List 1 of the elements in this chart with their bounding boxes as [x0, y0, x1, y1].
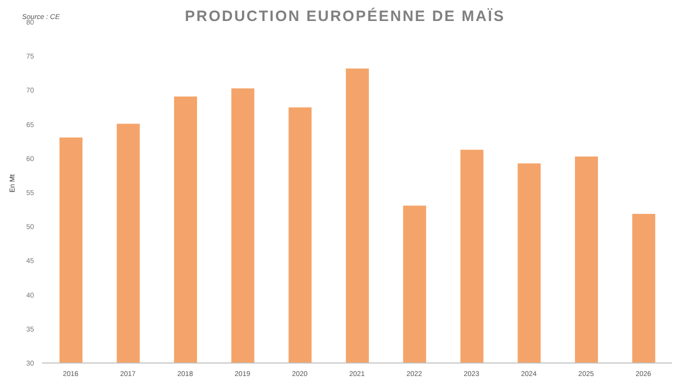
chart-title: PRODUCTION EUROPÉENNE DE MAÏS	[184, 8, 506, 25]
